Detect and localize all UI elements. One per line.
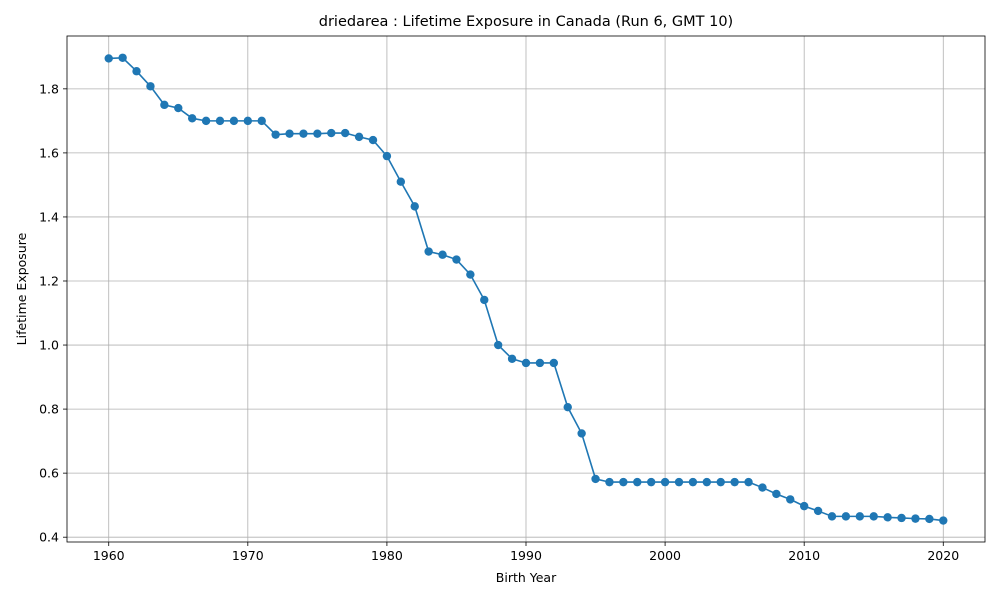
x-tick-label: 2020 — [927, 548, 959, 563]
y-axis-ticks: 0.4 0.6 0.8 1.0 1.2 1.4 1.6 1.8 — [39, 81, 67, 545]
data-point — [660, 477, 670, 487]
data-point — [869, 512, 878, 521]
data-point — [299, 129, 308, 138]
data-point — [744, 477, 753, 487]
data-point — [382, 151, 392, 161]
data-point — [354, 132, 364, 142]
data-point — [396, 177, 406, 186]
data-point — [174, 103, 183, 113]
data-point — [855, 512, 865, 521]
data-point — [452, 255, 461, 264]
data-point — [493, 340, 503, 350]
data-point — [619, 477, 628, 487]
data-point — [118, 53, 127, 62]
data-point — [327, 128, 336, 138]
x-tick-label: 2010 — [788, 548, 820, 563]
data-point — [549, 358, 559, 368]
y-tick-label: 1.0 — [39, 338, 59, 353]
data-point — [716, 477, 725, 487]
y-tick-label: 1.4 — [39, 209, 59, 224]
data-point — [633, 477, 642, 487]
y-tick-label: 1.8 — [39, 81, 59, 96]
data-point — [799, 501, 809, 511]
data-point — [368, 135, 378, 145]
data-point — [813, 506, 823, 516]
y-tick-label: 1.2 — [39, 273, 59, 288]
data-point — [215, 116, 225, 126]
data-point — [939, 516, 948, 525]
data-point — [605, 477, 614, 487]
data-point — [480, 295, 489, 305]
chart-title: driedarea : Lifetime Exposure in Canada … — [319, 14, 733, 30]
data-point — [772, 489, 781, 499]
data-point — [132, 67, 141, 76]
data-point — [201, 116, 211, 126]
x-tick-label: 1990 — [510, 548, 542, 563]
data-point — [535, 358, 545, 368]
data-point — [146, 82, 155, 91]
data-point — [591, 474, 600, 484]
data-point — [285, 129, 294, 138]
data-point — [160, 100, 169, 110]
x-axis-label: Birth Year — [496, 570, 557, 585]
data-point — [424, 247, 433, 256]
data-point — [410, 202, 419, 211]
x-tick-label: 1970 — [232, 548, 264, 563]
grid — [67, 36, 985, 542]
y-tick-label: 0.6 — [39, 466, 59, 481]
data-point — [925, 514, 934, 524]
data-point — [243, 116, 253, 126]
y-axis-label: Lifetime Exposure — [14, 232, 29, 345]
data-point — [340, 128, 350, 138]
data-point — [646, 477, 656, 487]
data-point — [883, 513, 892, 522]
x-tick-label: 2000 — [649, 548, 681, 563]
data-point — [897, 513, 906, 523]
data-point — [313, 129, 322, 138]
data-point — [702, 477, 712, 487]
y-tick-label: 1.6 — [39, 145, 59, 160]
data-point — [827, 512, 837, 521]
data-point — [786, 495, 795, 504]
data-point — [229, 116, 239, 126]
data-point — [466, 270, 475, 279]
data-point — [841, 512, 851, 521]
data-point — [674, 477, 684, 487]
x-tick-label: 1960 — [93, 548, 125, 563]
x-tick-label: 1980 — [371, 548, 403, 563]
data-point — [577, 429, 586, 438]
data-point — [521, 358, 531, 368]
data-point — [507, 354, 517, 364]
data-point — [563, 402, 572, 412]
data-point — [758, 483, 767, 492]
data-point — [257, 116, 266, 126]
data-point — [104, 54, 113, 63]
data-points — [104, 53, 948, 525]
y-tick-label: 0.8 — [39, 402, 59, 417]
data-point — [688, 477, 698, 487]
data-point — [438, 250, 447, 259]
data-point — [911, 514, 920, 523]
data-point — [271, 130, 280, 139]
y-tick-label: 0.4 — [39, 530, 59, 545]
data-point — [187, 114, 197, 123]
data-point — [730, 477, 739, 487]
x-axis-ticks: 1960 1970 1980 1990 2000 2010 2020 — [93, 542, 959, 563]
